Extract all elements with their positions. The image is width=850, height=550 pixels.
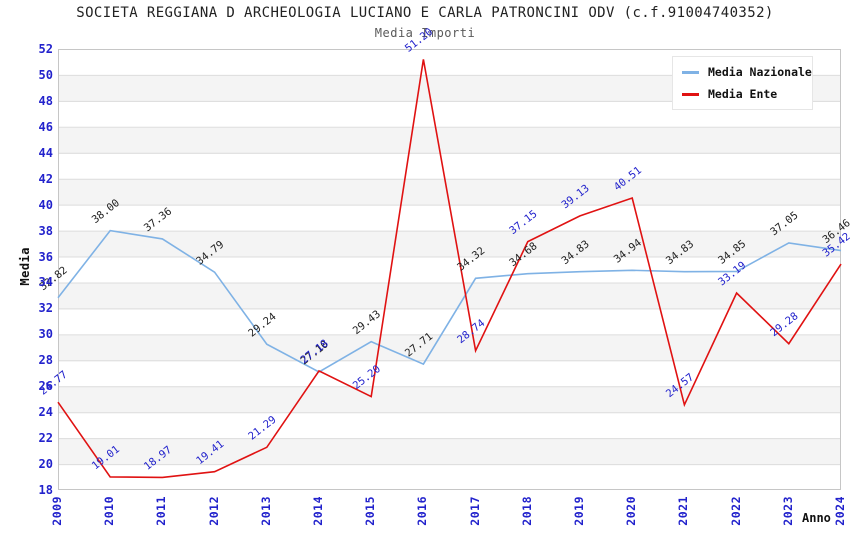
legend-item-media-ente: Media Ente bbox=[682, 87, 803, 101]
y-tick-label: 26 bbox=[38, 379, 53, 394]
legend-label-nazionale: Media Nazionale bbox=[708, 65, 812, 79]
data-label: 37.36 bbox=[142, 205, 174, 234]
data-label: 37.15 bbox=[507, 208, 539, 237]
x-tick-label: 2019 bbox=[572, 496, 586, 526]
y-tick-label: 20 bbox=[38, 457, 53, 472]
x-tick-label: 2009 bbox=[50, 496, 64, 526]
y-tick-label: 18 bbox=[38, 483, 53, 497]
y-tick-label: 50 bbox=[38, 67, 53, 82]
data-label: 25.20 bbox=[351, 363, 383, 392]
legend-item-media-nazionale: Media Nazionale bbox=[682, 65, 812, 79]
x-tick-label: 2012 bbox=[206, 496, 221, 526]
data-label: 34.32 bbox=[455, 245, 487, 274]
x-tick-label: 2010 bbox=[102, 496, 117, 526]
legend-swatch-ente-icon bbox=[682, 92, 699, 96]
x-axis-title: Anno bbox=[802, 511, 831, 525]
y-tick-label: 32 bbox=[38, 301, 53, 316]
x-tick-label: 2021 bbox=[676, 496, 691, 526]
y-tick-label: 44 bbox=[38, 145, 53, 160]
y-tick-label: 30 bbox=[38, 327, 53, 342]
y-tick-label: 38 bbox=[38, 223, 53, 238]
x-tick-label: 2020 bbox=[624, 496, 639, 526]
y-tick-label: 40 bbox=[38, 197, 53, 212]
data-label: 37.05 bbox=[768, 209, 800, 238]
legend-swatch-nazionale-icon bbox=[682, 70, 699, 74]
data-label: 24.57 bbox=[664, 371, 696, 400]
series-line-media-ente bbox=[57, 59, 842, 479]
y-tick-label: 28 bbox=[38, 353, 53, 368]
y-axis-title: Media bbox=[18, 247, 32, 286]
data-label: 19.41 bbox=[194, 438, 226, 467]
data-label: 19.01 bbox=[90, 443, 122, 472]
x-tick-label: 2017 bbox=[467, 496, 482, 526]
data-label: 34.83 bbox=[664, 238, 696, 267]
x-tick-label: 2013 bbox=[258, 496, 273, 526]
x-tick-label: 2024 bbox=[833, 496, 847, 526]
data-label: 34.68 bbox=[507, 240, 539, 269]
data-label: 38.00 bbox=[90, 197, 122, 226]
x-tick-label: 2014 bbox=[311, 496, 325, 526]
series-line-media-nazionale bbox=[57, 229, 842, 373]
y-tick-label: 24 bbox=[38, 405, 53, 420]
data-label: 34.94 bbox=[612, 237, 644, 266]
data-label: 27.18 bbox=[298, 337, 330, 366]
data-label: 29.43 bbox=[351, 308, 383, 337]
data-label: 34.85 bbox=[716, 238, 748, 267]
data-label: 34.83 bbox=[559, 238, 591, 267]
chart-title: SOCIETA REGGIANA D ARCHEOLOGIA LUCIANO E… bbox=[76, 5, 774, 21]
y-tick-label: 34 bbox=[38, 275, 53, 290]
data-label: 18.97 bbox=[142, 444, 174, 473]
y-tick-label: 36 bbox=[38, 249, 53, 264]
y-tick-label: 52 bbox=[38, 42, 53, 56]
data-label: 51.20 bbox=[403, 26, 435, 55]
legend: Media Nazionale Media Ente bbox=[672, 56, 813, 110]
x-tick-label: 2015 bbox=[363, 496, 378, 526]
legend-label-ente: Media Ente bbox=[708, 87, 778, 101]
data-label: 34.79 bbox=[194, 239, 226, 268]
x-tick-label: 2018 bbox=[519, 496, 534, 526]
y-tick-label: 42 bbox=[38, 171, 53, 186]
x-tick-label: 2022 bbox=[728, 496, 743, 526]
y-tick-label: 46 bbox=[38, 119, 53, 134]
x-tick-label: 2023 bbox=[780, 496, 795, 526]
x-tick-label: 2011 bbox=[154, 496, 169, 526]
data-label: 39.13 bbox=[559, 182, 591, 211]
chart-subtitle: Media Importi bbox=[374, 26, 476, 40]
plot-area bbox=[58, 49, 841, 490]
x-tick-label: 2016 bbox=[415, 496, 430, 526]
data-label: 28.74 bbox=[455, 317, 487, 346]
y-tick-label: 48 bbox=[38, 93, 53, 108]
y-tick-label: 22 bbox=[38, 431, 53, 446]
